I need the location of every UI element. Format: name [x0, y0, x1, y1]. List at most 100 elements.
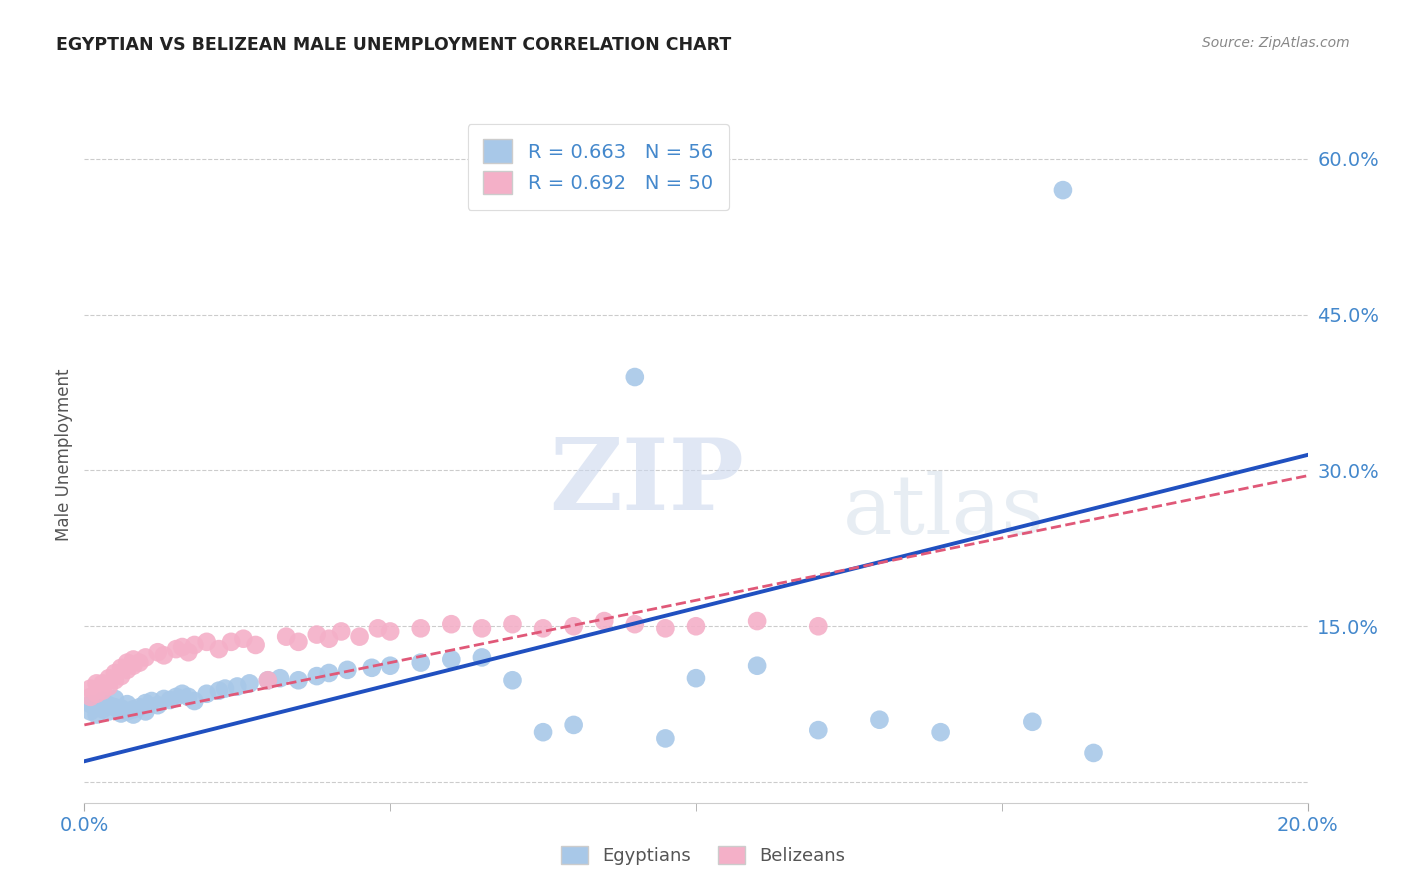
- Point: [135, 650, 157, 665]
- Point: [226, 680, 249, 694]
- Point: [195, 635, 218, 649]
- Point: [79, 690, 101, 704]
- Point: [141, 694, 163, 708]
- Point: [531, 725, 554, 739]
- Point: [135, 705, 157, 719]
- Point: [238, 676, 260, 690]
- Point: [159, 693, 181, 707]
- Point: [409, 621, 432, 635]
- Point: [79, 697, 101, 711]
- Point: [624, 370, 647, 384]
- Point: [1021, 714, 1043, 729]
- Point: [104, 665, 127, 680]
- Point: [122, 658, 145, 673]
- Point: [330, 624, 353, 639]
- Point: [208, 642, 231, 657]
- Y-axis label: Male Unemployment: Male Unemployment: [55, 368, 73, 541]
- Point: [929, 725, 952, 739]
- Point: [177, 645, 200, 659]
- Text: atlas: atlas: [842, 471, 1045, 550]
- Point: [440, 652, 463, 666]
- Point: [869, 713, 891, 727]
- Point: [146, 645, 169, 659]
- Point: [1052, 183, 1074, 197]
- Point: [471, 650, 494, 665]
- Point: [747, 658, 769, 673]
- Point: [747, 614, 769, 628]
- Point: [86, 676, 108, 690]
- Point: [380, 658, 402, 673]
- Point: [183, 638, 205, 652]
- Point: [97, 680, 120, 694]
- Point: [336, 663, 359, 677]
- Point: [562, 718, 585, 732]
- Point: [318, 632, 340, 646]
- Point: [305, 669, 328, 683]
- Point: [128, 656, 150, 670]
- Point: [562, 619, 585, 633]
- Point: [257, 673, 280, 688]
- Point: [807, 619, 830, 633]
- Point: [110, 701, 132, 715]
- Point: [318, 665, 340, 680]
- Legend: R = 0.663   N = 56, R = 0.692   N = 50: R = 0.663 N = 56, R = 0.692 N = 50: [468, 124, 728, 210]
- Point: [177, 690, 200, 704]
- Point: [79, 681, 101, 696]
- Point: [91, 683, 114, 698]
- Point: [654, 621, 676, 635]
- Point: [257, 673, 280, 688]
- Point: [115, 705, 138, 719]
- Point: [367, 621, 389, 635]
- Text: ZIP: ZIP: [550, 434, 744, 532]
- Point: [232, 632, 254, 646]
- Point: [654, 731, 676, 746]
- Point: [165, 690, 187, 704]
- Point: [110, 706, 132, 721]
- Point: [91, 694, 114, 708]
- Point: [115, 663, 138, 677]
- Point: [97, 671, 120, 685]
- Point: [153, 648, 176, 663]
- Point: [146, 698, 169, 713]
- Point: [685, 671, 707, 685]
- Point: [110, 669, 132, 683]
- Point: [502, 617, 524, 632]
- Point: [97, 698, 120, 713]
- Point: [195, 687, 218, 701]
- Point: [287, 635, 309, 649]
- Point: [219, 635, 242, 649]
- Point: [276, 630, 298, 644]
- Point: [360, 661, 382, 675]
- Point: [153, 692, 176, 706]
- Point: [115, 656, 138, 670]
- Point: [214, 681, 236, 696]
- Point: [409, 656, 432, 670]
- Point: [110, 661, 132, 675]
- Point: [380, 624, 402, 639]
- Point: [269, 671, 291, 685]
- Point: [440, 617, 463, 632]
- Point: [91, 702, 114, 716]
- Point: [104, 673, 127, 688]
- Point: [104, 700, 127, 714]
- Point: [172, 640, 194, 654]
- Point: [86, 707, 108, 722]
- Legend: Egyptians, Belizeans: Egyptians, Belizeans: [551, 837, 855, 874]
- Text: EGYPTIAN VS BELIZEAN MALE UNEMPLOYMENT CORRELATION CHART: EGYPTIAN VS BELIZEAN MALE UNEMPLOYMENT C…: [56, 36, 731, 54]
- Point: [86, 700, 108, 714]
- Point: [122, 652, 145, 666]
- Point: [135, 696, 157, 710]
- Point: [593, 614, 616, 628]
- Text: Source: ZipAtlas.com: Source: ZipAtlas.com: [1202, 36, 1350, 50]
- Point: [79, 705, 101, 719]
- Point: [807, 723, 830, 738]
- Point: [183, 694, 205, 708]
- Point: [97, 705, 120, 719]
- Point: [305, 627, 328, 641]
- Point: [471, 621, 494, 635]
- Point: [287, 673, 309, 688]
- Point: [86, 687, 108, 701]
- Point: [172, 687, 194, 701]
- Point: [245, 638, 267, 652]
- Point: [349, 630, 371, 644]
